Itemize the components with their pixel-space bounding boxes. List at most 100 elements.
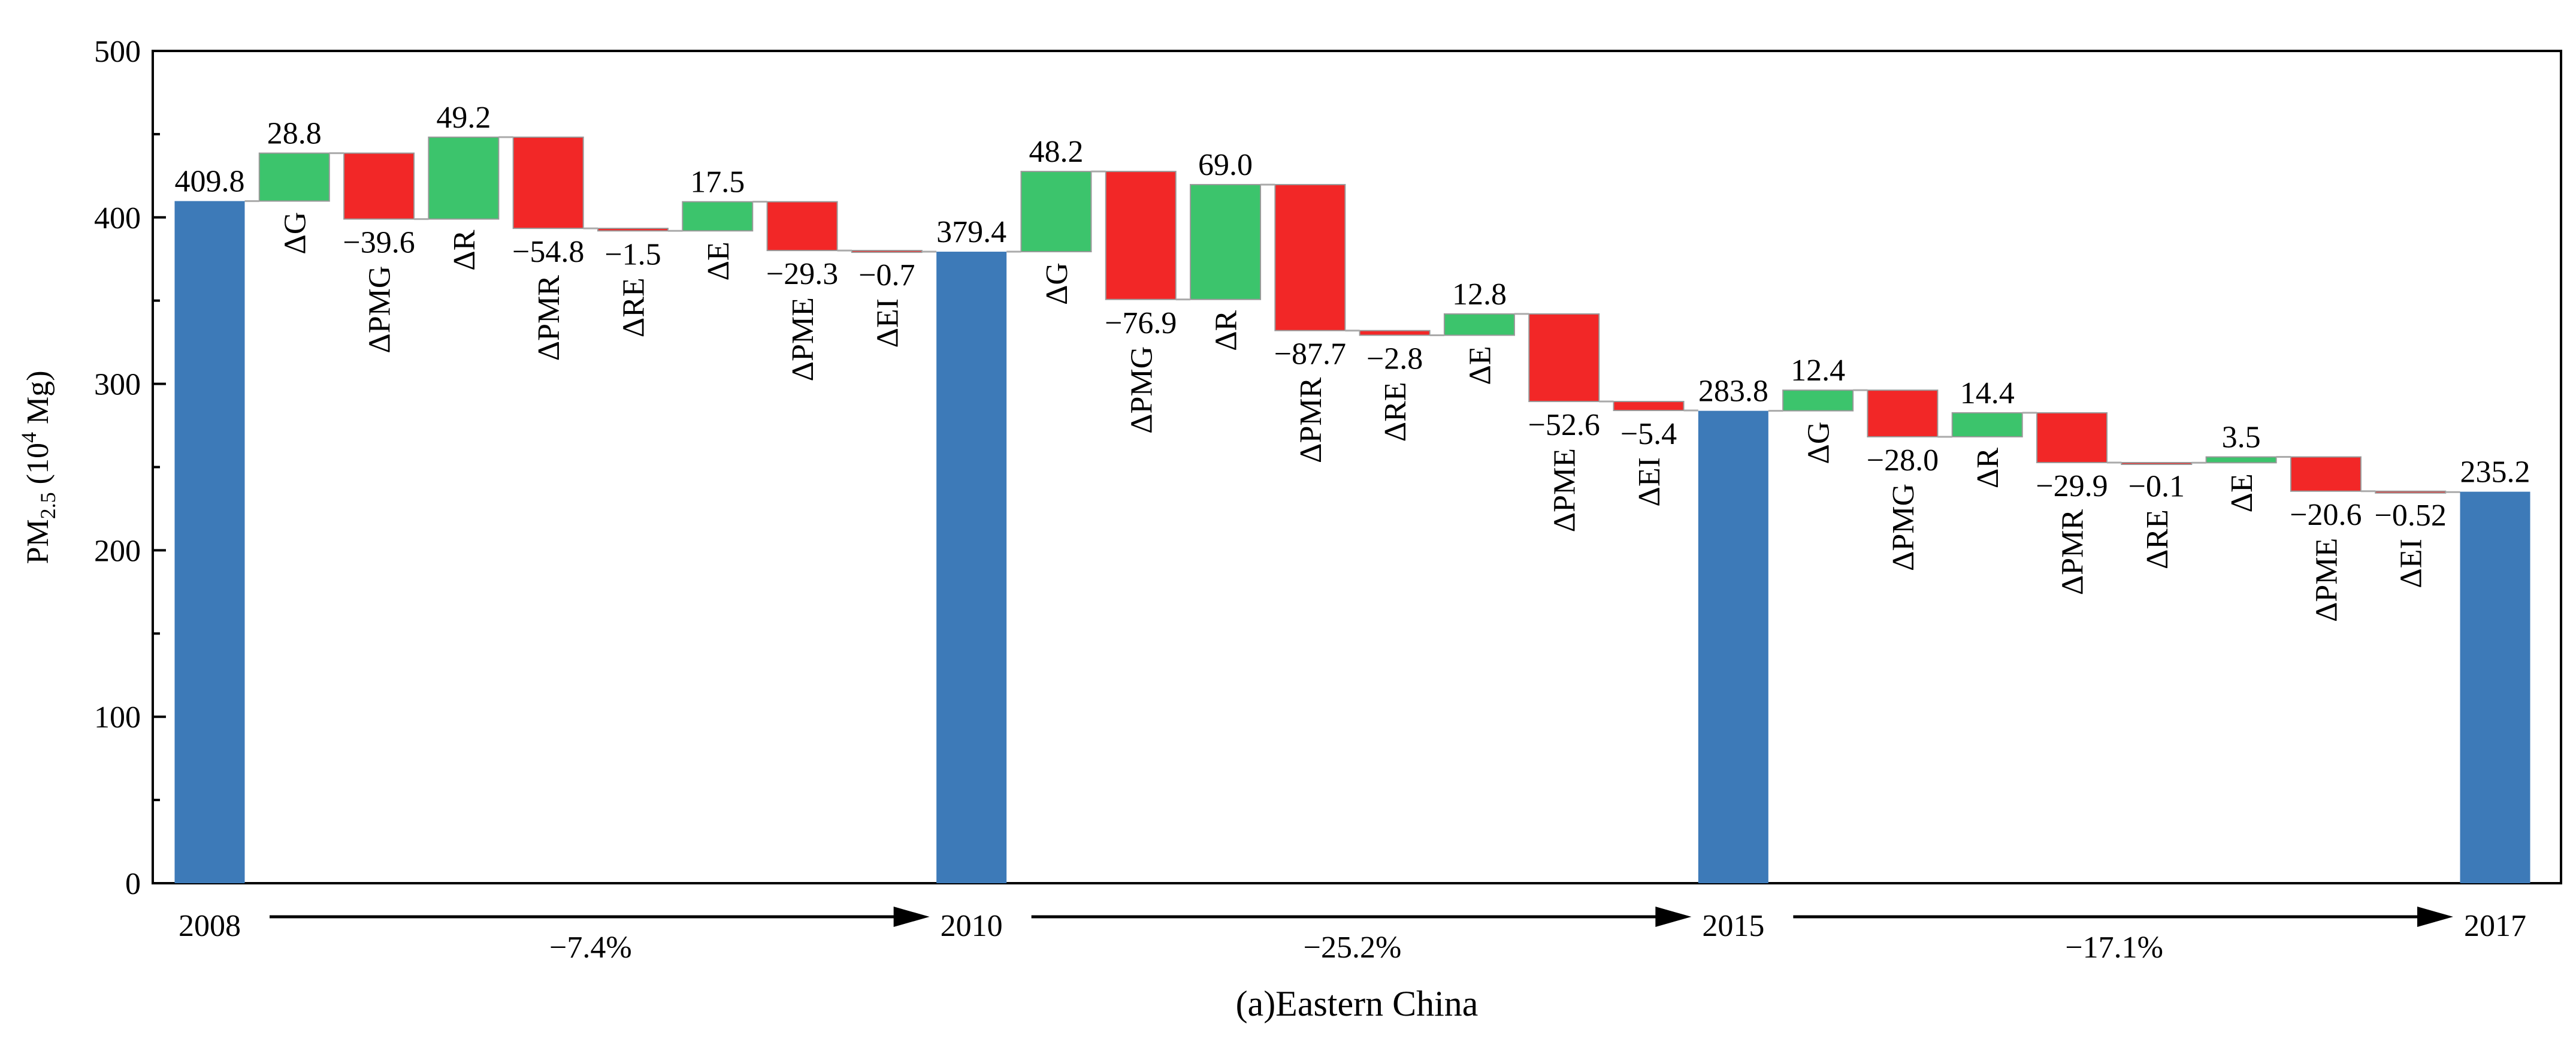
delta-bar bbox=[1020, 171, 1092, 253]
y-axis-title: PM2.5 (104 Mg) bbox=[17, 370, 60, 564]
period-arrow-head bbox=[1655, 907, 1692, 927]
category-label: ΔG bbox=[1802, 422, 1836, 464]
category-label: ΔR bbox=[1210, 310, 1244, 351]
period-arrow-head bbox=[893, 907, 930, 927]
category-label: ΔPMR bbox=[2056, 509, 2090, 596]
y-axis: 0 100 200 300 400 500 bbox=[94, 35, 166, 901]
decrease-value-label: −87.7 bbox=[1274, 337, 1346, 372]
delta-bar bbox=[512, 136, 584, 229]
category-label: ΔRE bbox=[1378, 382, 1413, 442]
year-label: 2017 bbox=[2464, 909, 2526, 943]
category-label: ΔPMR bbox=[1294, 377, 1328, 463]
total-value-label: 283.8 bbox=[1698, 374, 1768, 409]
delta-bar bbox=[597, 228, 669, 232]
delta-bar bbox=[343, 152, 415, 220]
delta-bar bbox=[258, 152, 330, 202]
y-axis-title-main: PM bbox=[21, 519, 55, 564]
category-label: ΔRE bbox=[616, 277, 651, 337]
category-label: ΔG bbox=[1040, 262, 1074, 305]
delta-bar bbox=[1105, 171, 1177, 300]
total-bar bbox=[1698, 410, 1768, 883]
decrease-value-label: −1.5 bbox=[604, 237, 661, 271]
increase-value-label: 12.4 bbox=[1791, 354, 1845, 388]
delta-bar bbox=[428, 136, 500, 220]
y-axis-title-unit-open: (10 bbox=[21, 443, 55, 492]
category-label: ΔE bbox=[2225, 473, 2259, 512]
delta-bar bbox=[1782, 389, 1854, 412]
y-axis-title-unit-sup: 4 bbox=[17, 432, 41, 443]
decrease-value-label: −54.8 bbox=[512, 235, 584, 269]
y-tick-label: 200 bbox=[94, 534, 141, 568]
period-change-label: −7.4% bbox=[549, 931, 632, 965]
increase-value-label: 28.8 bbox=[267, 117, 322, 151]
decrease-value-label: −0.7 bbox=[858, 258, 915, 292]
period-annotations: 2008 2010 2015 2017 −7.4% −25.2% −17.1% bbox=[179, 907, 2526, 965]
delta-bar bbox=[766, 201, 838, 252]
category-label: ΔEI bbox=[2394, 539, 2429, 588]
decrease-value-label: −20.6 bbox=[2290, 498, 2362, 532]
increase-value-label: 12.8 bbox=[1452, 277, 1507, 312]
category-label: ΔPMG bbox=[363, 266, 397, 354]
category-label: ΔEI bbox=[1632, 457, 1667, 507]
total-bar bbox=[936, 252, 1007, 883]
y-axis-title-unit-close: Mg) bbox=[21, 370, 55, 432]
delta-bar bbox=[2290, 456, 2362, 492]
period-change-label: −25.2% bbox=[1304, 931, 1402, 965]
increase-value-label: 3.5 bbox=[2222, 421, 2261, 455]
delta-bar bbox=[1951, 412, 2023, 437]
delta-bar bbox=[1613, 401, 1685, 412]
decrease-value-label: −39.6 bbox=[343, 226, 415, 260]
category-label: ΔR bbox=[1971, 448, 2005, 488]
y-tick-label: 500 bbox=[94, 35, 141, 69]
delta-bar bbox=[1359, 330, 1431, 336]
delta-bar bbox=[851, 250, 923, 253]
increase-value-label: 17.5 bbox=[690, 165, 745, 200]
total-bar bbox=[174, 201, 245, 884]
year-label: 2010 bbox=[941, 909, 1003, 943]
increase-value-label: 69.0 bbox=[1198, 148, 1253, 182]
delta-bar bbox=[2121, 461, 2193, 465]
category-label: ΔEI bbox=[870, 298, 905, 348]
delta-bar bbox=[1190, 184, 1262, 300]
delta-bar bbox=[2205, 456, 2277, 464]
decrease-value-label: −76.9 bbox=[1105, 306, 1177, 340]
delta-bar bbox=[2036, 412, 2108, 463]
category-label: ΔRE bbox=[2140, 509, 2175, 569]
total-bar bbox=[2460, 491, 2530, 883]
decrease-value-label: −5.4 bbox=[1620, 417, 1677, 451]
delta-bar bbox=[1443, 313, 1515, 336]
increase-value-label: 49.2 bbox=[436, 101, 491, 135]
decrease-value-label: −0.1 bbox=[2128, 469, 2185, 503]
period-arrow-head bbox=[2417, 907, 2453, 927]
category-label: ΔPME bbox=[2309, 538, 2344, 622]
category-label: ΔG bbox=[278, 212, 312, 255]
y-axis-title-sub: 2.5 bbox=[36, 492, 60, 519]
data-labels-group: 409.8 28.8 ΔG −39.6 ΔPMG 49.2 ΔR −54.8 ΔPMR −1.5 Δ… bbox=[175, 101, 2530, 622]
year-label: 2015 bbox=[1702, 909, 1764, 943]
y-tick-label: 300 bbox=[94, 368, 141, 402]
category-label: ΔPMG bbox=[1886, 484, 1921, 571]
delta-bar bbox=[1528, 313, 1600, 403]
category-label: ΔPME bbox=[786, 297, 820, 381]
category-label: ΔPMR bbox=[532, 275, 566, 361]
chart-title: (a)Eastern China bbox=[1236, 984, 1479, 1023]
increase-value-label: 14.4 bbox=[1960, 376, 2015, 410]
period-change-label: −17.1% bbox=[2065, 931, 2163, 965]
category-label: ΔR bbox=[448, 229, 482, 270]
total-value-label: 379.4 bbox=[936, 215, 1006, 249]
category-label: ΔPMG bbox=[1124, 346, 1159, 434]
category-label: ΔPME bbox=[1548, 448, 1582, 532]
category-label: ΔE bbox=[702, 241, 736, 280]
year-label: 2008 bbox=[179, 909, 241, 943]
decrease-value-label: −52.6 bbox=[1528, 408, 1600, 442]
decrease-value-label: −29.9 bbox=[2036, 469, 2108, 503]
delta-bar bbox=[1867, 389, 1939, 437]
bars-group bbox=[174, 136, 2530, 884]
delta-bar bbox=[682, 201, 754, 232]
delta-bar bbox=[1274, 184, 1346, 331]
decrease-value-label: −2.8 bbox=[1366, 342, 1423, 376]
increase-value-label: 48.2 bbox=[1029, 135, 1083, 169]
y-tick-label: 400 bbox=[94, 201, 141, 235]
y-tick-label: 0 bbox=[125, 867, 141, 901]
